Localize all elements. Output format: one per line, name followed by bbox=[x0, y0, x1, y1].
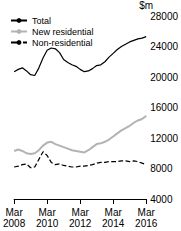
svg-text:28000: 28000 bbox=[150, 11, 178, 22]
svg-text:12000: 12000 bbox=[150, 133, 178, 144]
svg-text:Mar: Mar bbox=[72, 207, 90, 218]
svg-text:2012: 2012 bbox=[69, 218, 92, 229]
svg-text:2010: 2010 bbox=[36, 218, 59, 229]
svg-text:24000: 24000 bbox=[150, 41, 178, 52]
svg-text:20000: 20000 bbox=[150, 72, 178, 83]
svg-text:Mar: Mar bbox=[39, 207, 57, 218]
svg-text:Total: Total bbox=[32, 16, 51, 26]
svg-text:16000: 16000 bbox=[150, 102, 178, 113]
svg-text:Mar: Mar bbox=[6, 207, 24, 218]
svg-text:2008: 2008 bbox=[3, 218, 26, 229]
svg-text:2014: 2014 bbox=[102, 218, 125, 229]
svg-text:$m: $m bbox=[139, 0, 153, 11]
svg-text:Mar: Mar bbox=[138, 207, 156, 218]
svg-text:2016: 2016 bbox=[135, 218, 158, 229]
svg-text:8000: 8000 bbox=[150, 163, 173, 174]
svg-text:New residential: New residential bbox=[32, 27, 94, 37]
svg-text:Mar: Mar bbox=[105, 207, 123, 218]
svg-text:Non-residential: Non-residential bbox=[32, 38, 93, 48]
svg-text:4000: 4000 bbox=[150, 194, 173, 205]
